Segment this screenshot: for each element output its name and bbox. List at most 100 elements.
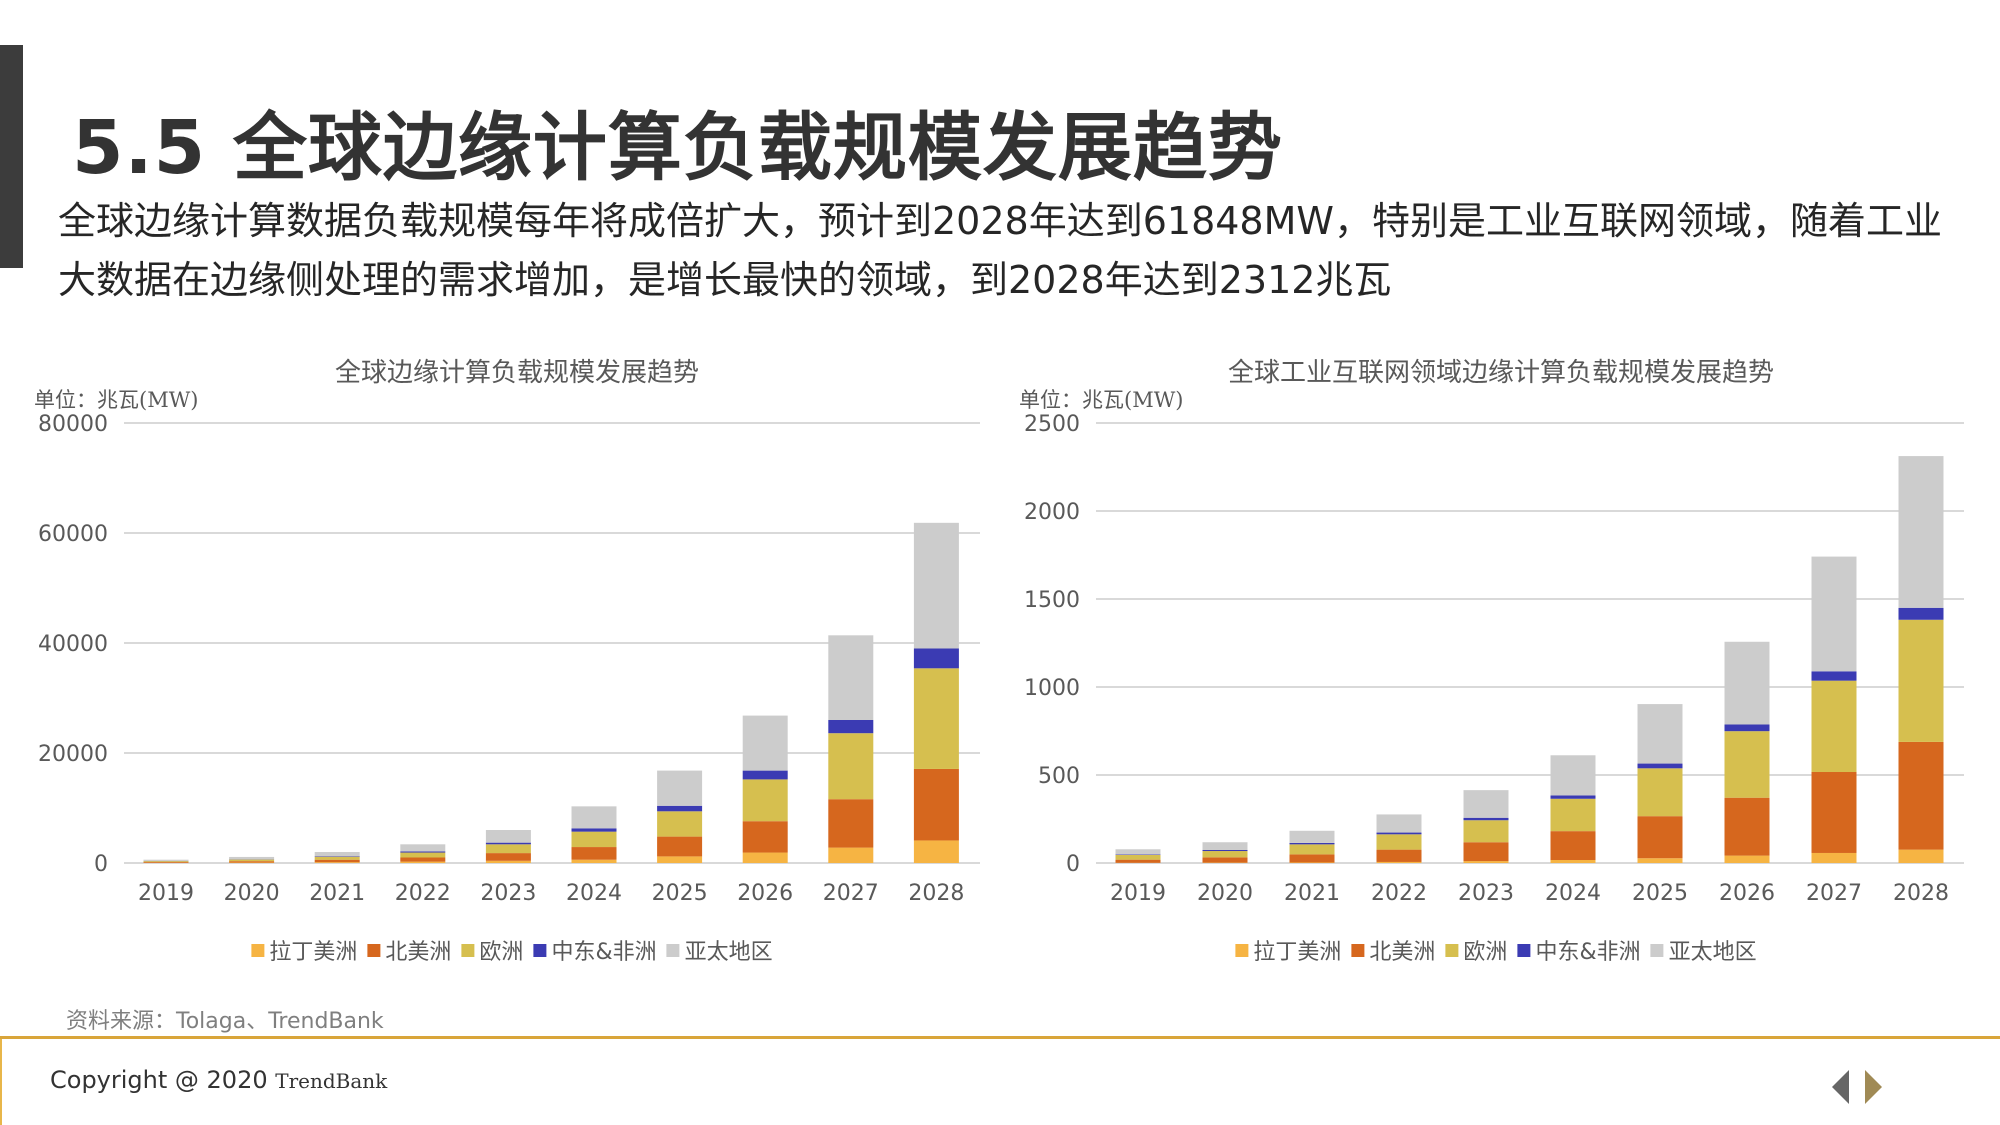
bar-segment-欧洲 (1724, 731, 1770, 798)
chart-2-title: 全球工业互联网领域边缘计算负载规模发展趋势 (1227, 358, 1775, 388)
bar-segment-亚太地区 (400, 844, 446, 852)
x-tick-label: 2027 (1806, 881, 1862, 906)
bar-segment-中东&非洲 (1898, 607, 1944, 620)
bar-segment-北美洲 (1202, 857, 1248, 863)
bar-segment-拉丁美洲 (400, 861, 446, 863)
y-tick-label: 40000 (38, 632, 108, 657)
x-tick-label: 2025 (1632, 881, 1688, 906)
bar-segment-亚太地区 (1463, 790, 1509, 818)
bar-segment-拉丁美洲 (1463, 861, 1509, 863)
bar-segment-欧洲 (571, 831, 617, 848)
legend-swatch (367, 943, 381, 957)
bar-segment-中东&非洲 (1202, 849, 1248, 852)
previous-page-arrow-icon[interactable] (1832, 1070, 1849, 1104)
legend-label: 拉丁美洲 (1253, 940, 1342, 965)
bar-segment-欧洲 (400, 852, 446, 858)
bar-segment-中东&非洲 (485, 842, 531, 845)
bar-segment-中东&非洲 (1289, 842, 1335, 845)
y-tick-label: 20000 (38, 742, 108, 767)
bar-segment-欧洲 (314, 856, 360, 860)
x-tick-label: 2020 (1197, 881, 1253, 906)
bar-segment-北美洲 (485, 853, 531, 861)
y-tick-label: 0 (94, 852, 108, 877)
legend-item: 北美洲 (1351, 934, 1435, 966)
bar-segment-亚太地区 (229, 856, 275, 860)
bar-segment-中东&非洲 (1463, 817, 1509, 821)
bar-segment-中东&非洲 (1724, 724, 1770, 732)
legend-item: 北美洲 (367, 934, 451, 966)
bar-segment-北美洲 (913, 768, 959, 841)
bar-segment-欧洲 (229, 859, 275, 862)
bar-segment-拉丁美洲 (1637, 858, 1683, 863)
x-tick-label: 2023 (1458, 881, 1514, 906)
copyright-brand: TrendBank (275, 1069, 388, 1093)
x-tick-label: 2021 (1284, 881, 1340, 906)
x-tick-label: 2019 (138, 881, 194, 906)
bar-segment-中东&非洲 (400, 851, 446, 853)
bar-segment-欧洲 (1115, 854, 1161, 860)
chart-1-unit-label: 单位：兆瓦(MW) (34, 388, 199, 412)
bar-segment-拉丁美洲 (657, 856, 703, 863)
bar-segment-拉丁美洲 (314, 862, 360, 863)
y-tick-label: 60000 (38, 522, 108, 547)
legend-swatch (1517, 943, 1531, 957)
footer-divider (0, 1036, 2000, 1039)
legend-item: 欧洲 (461, 934, 523, 966)
bar-segment-北美洲 (657, 836, 703, 857)
bar-segment-北美洲 (742, 821, 788, 853)
bar-segment-北美洲 (229, 861, 275, 863)
legend-swatch (1351, 943, 1365, 957)
bar-segment-拉丁美洲 (1376, 861, 1422, 863)
bar-segment-北美洲 (143, 861, 189, 863)
bar-segment-中东&非洲 (314, 856, 360, 857)
bar-segment-北美洲 (571, 847, 617, 860)
bar-segment-欧洲 (1289, 844, 1335, 855)
y-tick-label: 2500 (1024, 412, 1080, 437)
footer-edge (0, 1039, 2, 1125)
bar-segment-亚太地区 (1898, 456, 1944, 608)
bar-segment-中东&非洲 (571, 828, 617, 832)
bar-segment-亚太地区 (913, 522, 959, 649)
bar-segment-亚太地区 (143, 859, 189, 861)
legend-item: 拉丁美洲 (1235, 934, 1341, 966)
next-page-arrow-icon[interactable] (1865, 1070, 1882, 1104)
y-tick-label: 500 (1038, 764, 1080, 789)
bar-segment-欧洲 (1550, 798, 1596, 832)
chart-1-title: 全球边缘计算负载规模发展趋势 (334, 358, 700, 388)
bar-segment-中东&非洲 (913, 648, 959, 669)
bar-segment-北美洲 (314, 859, 360, 863)
bar-segment-中东&非洲 (1637, 763, 1683, 769)
bar-segment-亚太地区 (314, 852, 360, 857)
bar-segment-拉丁美洲 (1724, 855, 1770, 863)
page-title: 5.5 全球边缘计算负载规模发展趋势 (72, 105, 1283, 191)
x-tick-label: 2021 (309, 881, 365, 906)
chart-1-legend: 拉丁美洲 北美洲 欧洲 中东&非洲 亚太地区 (251, 934, 782, 966)
bar-segment-北美洲 (1637, 816, 1683, 859)
bar-segment-欧洲 (913, 668, 959, 769)
x-tick-label: 2026 (737, 881, 793, 906)
x-tick-label: 2024 (566, 881, 622, 906)
legend-item: 亚太地区 (666, 934, 773, 966)
x-tick-label: 2022 (1371, 881, 1427, 906)
bar-segment-拉丁美洲 (1550, 860, 1596, 863)
bar-segment-拉丁美洲 (1289, 862, 1335, 863)
bar-segment-北美洲 (1724, 797, 1770, 856)
legend-swatch (461, 943, 475, 957)
bar-segment-拉丁美洲 (913, 840, 959, 863)
bar-segment-拉丁美洲 (485, 860, 531, 863)
copyright-text: Copyright @ 2020 (50, 1066, 268, 1094)
bar-segment-欧洲 (143, 861, 189, 862)
bar-segment-亚太地区 (828, 635, 874, 720)
bar-segment-欧洲 (1202, 851, 1248, 858)
x-tick-label: 2023 (480, 881, 536, 906)
legend-label: 亚太地区 (1668, 940, 1757, 965)
legend-label: 北美洲 (1369, 940, 1436, 965)
y-tick-label: 0 (1066, 852, 1080, 877)
chart-2-unit-label: 单位：兆瓦(MW) (1019, 388, 1184, 412)
bar-segment-北美洲 (1463, 842, 1509, 862)
legend-swatch (1235, 943, 1249, 957)
bar-segment-欧洲 (1463, 820, 1509, 843)
y-tick-label: 80000 (38, 412, 108, 437)
x-tick-label: 2025 (652, 881, 708, 906)
bar-segment-拉丁美洲 (1898, 849, 1944, 863)
